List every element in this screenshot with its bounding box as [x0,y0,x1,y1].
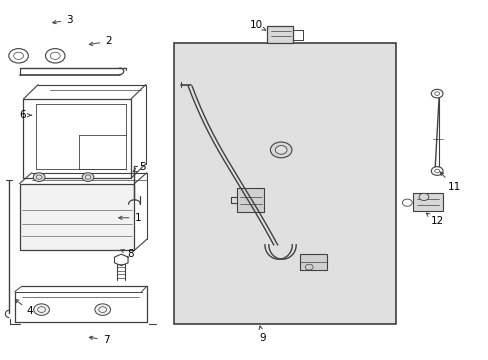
Circle shape [85,175,91,179]
Circle shape [14,52,23,59]
Circle shape [34,304,49,315]
Circle shape [270,142,291,158]
Text: 11: 11 [439,172,460,192]
Circle shape [33,173,45,181]
Bar [20,184,134,250]
Text: 1: 1 [119,213,141,223]
Text: 3: 3 [53,15,73,25]
Text: 2: 2 [89,36,112,46]
Text: 9: 9 [259,326,265,343]
Circle shape [275,145,286,154]
Text: 7: 7 [89,335,109,345]
Circle shape [434,169,439,173]
Text: 10: 10 [249,20,265,30]
Circle shape [418,193,428,201]
Circle shape [36,175,42,179]
Bar [300,254,326,270]
Circle shape [9,49,28,63]
Bar [173,43,395,324]
Bar [412,193,442,211]
Circle shape [305,264,312,270]
Text: 12: 12 [426,213,443,226]
Circle shape [430,89,442,98]
Circle shape [50,52,60,59]
Text: 6: 6 [20,110,32,120]
Text: 8: 8 [121,249,134,259]
Circle shape [99,307,106,312]
Text: 5: 5 [133,162,146,172]
Circle shape [434,92,439,95]
Bar [23,99,131,178]
Bar [266,26,293,43]
Circle shape [95,304,110,315]
Circle shape [45,49,65,63]
Circle shape [402,199,411,206]
Text: 4: 4 [15,300,34,316]
Circle shape [430,167,442,175]
Bar [237,188,264,212]
Circle shape [82,173,94,181]
Circle shape [38,307,45,312]
